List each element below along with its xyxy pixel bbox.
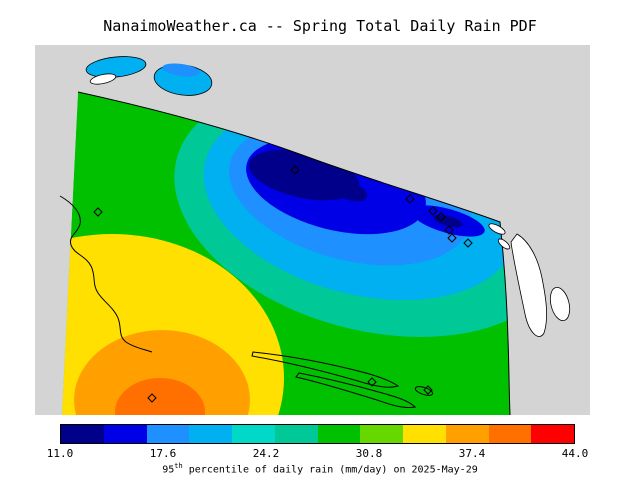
colorbar-tick-label: 44.0	[561, 447, 589, 460]
colorbar-ticks: 11.0 17.6 24.2 30.8 37.4 44.0	[47, 447, 589, 461]
station-marker	[447, 233, 457, 243]
island	[488, 223, 506, 235]
colorbar-segment	[146, 425, 190, 443]
colorbar-caption: 95th percentile of daily rain (mm/day) o…	[0, 462, 640, 475]
island	[497, 238, 511, 250]
island-outline	[295, 372, 417, 408]
station-marker	[436, 212, 446, 222]
station-marker	[290, 165, 300, 175]
station-marker	[423, 385, 433, 395]
mainland-coastline	[77, 91, 511, 416]
colorbar-segment	[445, 425, 489, 443]
colorbar-segment	[488, 425, 532, 443]
island-outline	[251, 351, 400, 388]
east-islands	[488, 223, 571, 337]
lake-deep-area	[162, 63, 200, 77]
colorbar-tick-label: 30.8	[355, 447, 383, 460]
colorbar-tick-label: 17.6	[149, 447, 177, 460]
graphic-title: NanaimoWeather.ca -- Spring Total Daily …	[103, 17, 537, 35]
colorbar-segment	[61, 425, 104, 443]
colorbar-segment	[189, 425, 232, 443]
station-marker	[444, 225, 454, 235]
station-marker	[463, 238, 473, 248]
island	[549, 286, 571, 322]
caption-base: 95	[162, 464, 175, 476]
lakes	[85, 56, 213, 96]
colorbar-tick-label: 37.4	[458, 447, 486, 460]
caption-superscript: th	[174, 462, 183, 470]
station-marker	[428, 206, 438, 216]
island-outline	[414, 386, 434, 396]
station-marker	[147, 393, 157, 403]
contour-band-navy-lobe	[332, 180, 368, 202]
colorbar	[60, 424, 575, 444]
gulf-islands	[251, 351, 434, 408]
lake	[85, 56, 147, 78]
colorbar-segment	[360, 425, 403, 443]
colorbar-segment	[232, 425, 275, 443]
colorbar-segment	[317, 425, 361, 443]
island-coastline-west	[59, 195, 153, 353]
colorbar-segment	[274, 425, 318, 443]
station-markers	[93, 165, 473, 403]
contour-band-navy-east	[433, 214, 463, 228]
island	[510, 233, 548, 337]
land-spit	[89, 73, 117, 85]
colorbar-segment	[103, 425, 147, 443]
colorbar-segment	[531, 425, 574, 443]
station-marker	[405, 194, 415, 204]
station-marker	[93, 207, 103, 217]
colorbar-tick-label: 24.2	[252, 447, 280, 460]
station-marker	[367, 377, 377, 387]
colorbar-segment	[403, 425, 446, 443]
caption-rest: percentile of daily rain (mm/day) on 202…	[182, 464, 478, 476]
contour-band-deep-orange-maximum	[115, 378, 205, 415]
colorbar-tick-label: 11.0	[46, 447, 74, 460]
